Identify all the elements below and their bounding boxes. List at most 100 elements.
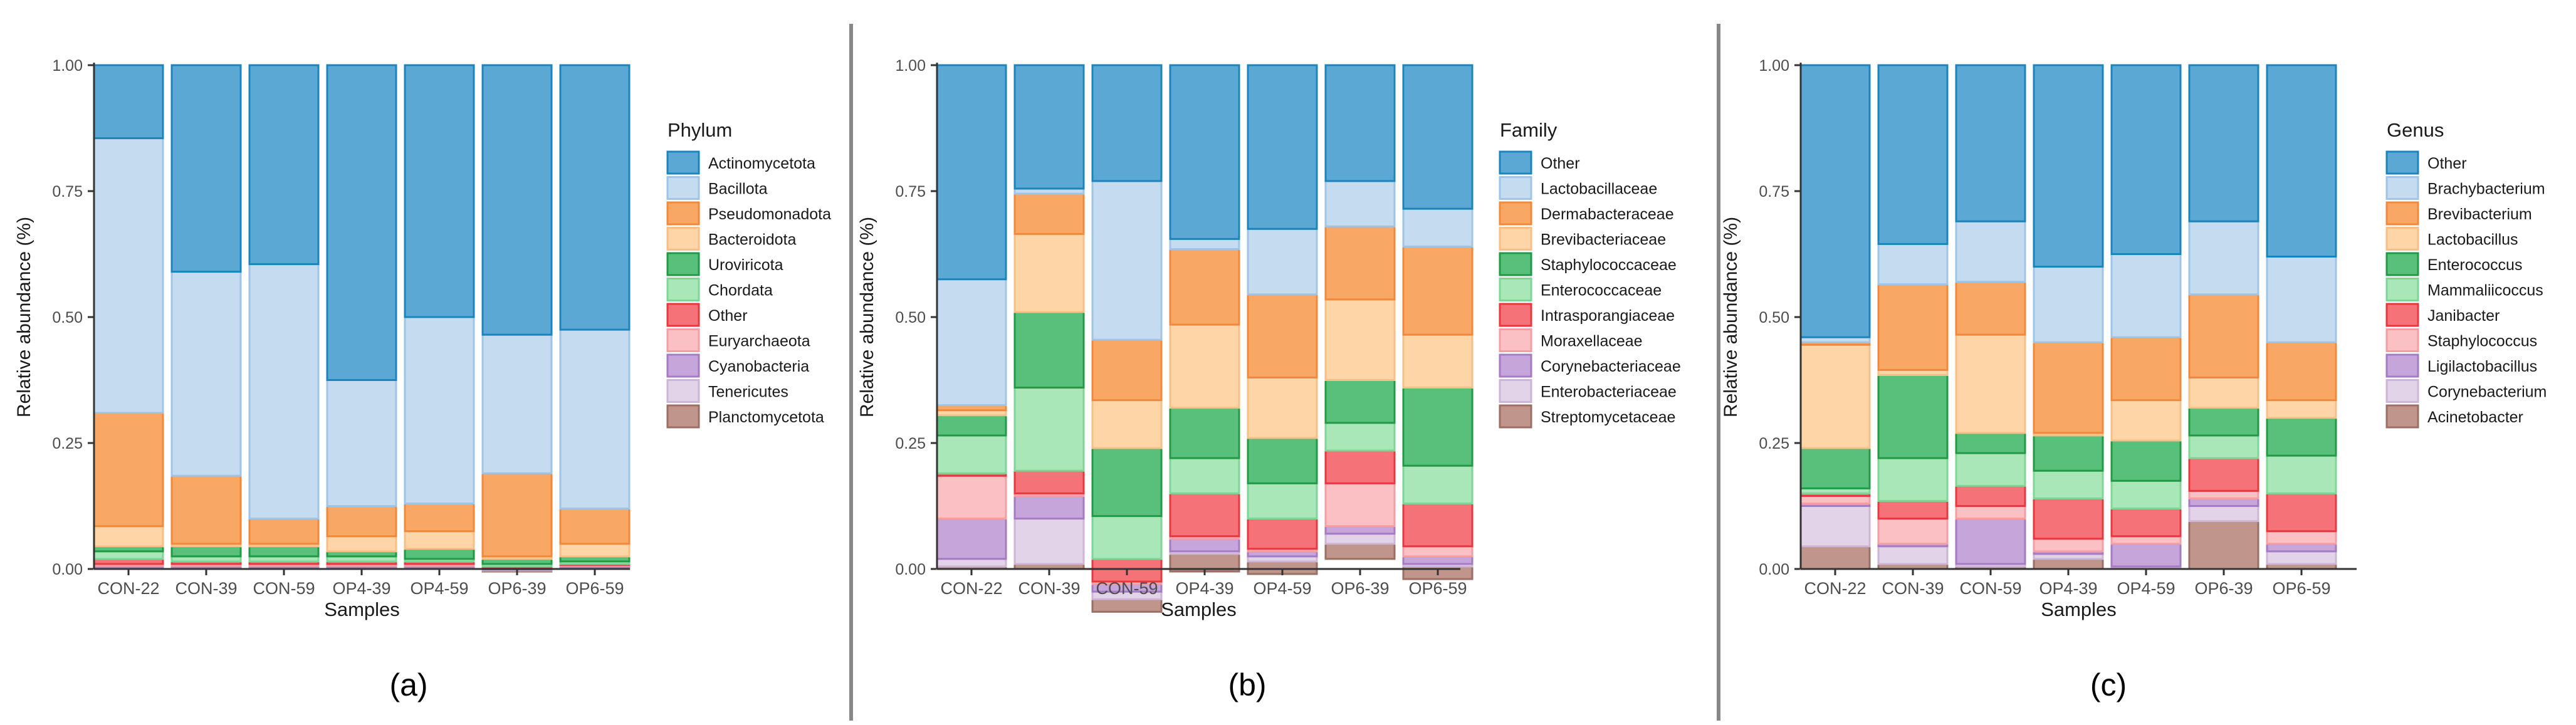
y-tick-label: 0.00 [895,561,926,578]
bar-segment [2110,439,2182,482]
legend-label: Uroviricota [708,256,783,274]
y-tick-label: 0.00 [1759,561,1789,578]
bar-segment [1877,499,1949,520]
bar-segment [2188,489,2259,499]
bar-segment [326,64,397,381]
bar-segment [1799,505,1871,548]
bar-segment [1402,555,1474,565]
bar-segment [1402,502,1474,548]
legend-label: Other [708,307,748,325]
bar-segment [2188,457,2259,492]
legend-label: Corynebacterium [2427,383,2547,401]
bar-segment [1877,545,1949,565]
legend-swatch [1499,303,1532,327]
y-tick-label: 1.00 [52,57,83,75]
legend-label: Pseudomonadota [708,206,831,223]
bar-segment [1091,515,1163,560]
bar-segment [1877,373,1949,459]
legend-label: Cyanobacteria [708,358,809,375]
x-tick-label: CON-39 [1018,579,1080,598]
bar-segment [1013,192,1085,235]
bar-segment [936,434,1007,474]
bar-segment [559,543,631,558]
bar-segment [1013,311,1085,389]
bar-segment [1247,227,1318,296]
bar-segment [2033,558,2104,570]
bar-segment [1013,64,1085,190]
legend-swatch [1499,176,1532,200]
bar-segment [1169,248,1240,326]
bar-segment [2033,266,2104,343]
bar-segment [481,472,553,558]
bar-segment [404,530,475,550]
bar-segment [1877,243,1949,286]
y-tick-label: 0.50 [895,309,926,326]
x-tick-label: OP6-39 [1331,579,1389,598]
bar-segment [559,508,631,545]
bar-segment [326,535,397,553]
bar-segment [1091,64,1163,182]
bar-segment [2110,479,2182,510]
legend-label: Lactobacillaceae [1541,180,1657,198]
x-tick-label: CON-22 [940,579,1002,598]
legend-swatch [2385,176,2419,200]
x-tick-label: OP6-59 [1408,579,1467,598]
bar-segment [248,64,320,266]
x-axis-title: Samples [2041,598,2117,620]
bar-segment [1169,64,1240,240]
legend-swatch [1499,201,1532,226]
bar-segment [1324,298,1396,381]
legend-label: Bacteroidota [708,231,796,249]
bar-segment [404,502,475,533]
y-tick-label: 0.00 [52,561,83,578]
x-tick-label: OP4-39 [2039,579,2097,598]
bar-segment [170,271,242,477]
bar-segment [481,333,553,474]
legend-label: Brevibacterium [2427,206,2532,223]
legend-swatch [1499,278,1532,301]
bar-segment [2266,492,2337,533]
bar-segment [936,558,1007,568]
bar-segment [1402,464,1474,504]
bar-segment [2266,550,2337,565]
bar-segment [248,263,320,520]
bar-segment [2266,543,2337,553]
bar-segment [1247,437,1318,484]
bar-segment [2188,520,2259,570]
bar-segment [1169,538,1240,553]
chart-panel-2: 0.00 0.25 0.50 0.75 1.00 CON-22 CON-39 CON-59 OP… [857,57,1681,702]
legend-swatch [2385,353,2419,378]
legend-label: Euryarchaeota [708,333,810,350]
y-axis-title: Relative abundance (%) [14,217,34,417]
bar-segment [2188,293,2259,378]
bar-segment [1799,545,1871,570]
legend-label: Corynebacteriaceae [1541,358,1681,375]
legend-label: Tenericutes [708,383,788,401]
x-tick-label: CON-59 [1959,579,2021,598]
bar-segment [2110,336,2182,402]
bar-segment [2033,497,2104,540]
x-axis-title: Samples [324,598,400,620]
legend-swatch [1499,353,1532,378]
bar-segment [2266,530,2337,545]
legend-label: Janibacter [2427,307,2500,325]
legend-label: Moraxellaceae [1541,333,1643,350]
bar-segment [1799,64,1871,338]
bar-segment [1955,505,2026,520]
x-tick-label: CON-22 [1804,579,1866,598]
legend-swatch [666,201,700,226]
bar-segment [2188,376,2259,409]
bar-segment [1877,518,1949,545]
bar-segment [1013,494,1085,520]
legend-swatch [1499,379,1532,403]
bar-segment [481,64,553,336]
x-axis-title: Samples [1161,598,1237,620]
legend-swatch [666,176,700,200]
legend-title: Phylum [668,119,732,141]
bar-segment [2188,497,2259,508]
legend-label: Bacillota [708,180,768,198]
bar-segment [93,137,164,414]
y-tick-label: 0.25 [52,435,83,452]
legend-label: Dermabacteraceae [1541,206,1674,223]
x-tick-label: OP4-39 [332,579,390,598]
